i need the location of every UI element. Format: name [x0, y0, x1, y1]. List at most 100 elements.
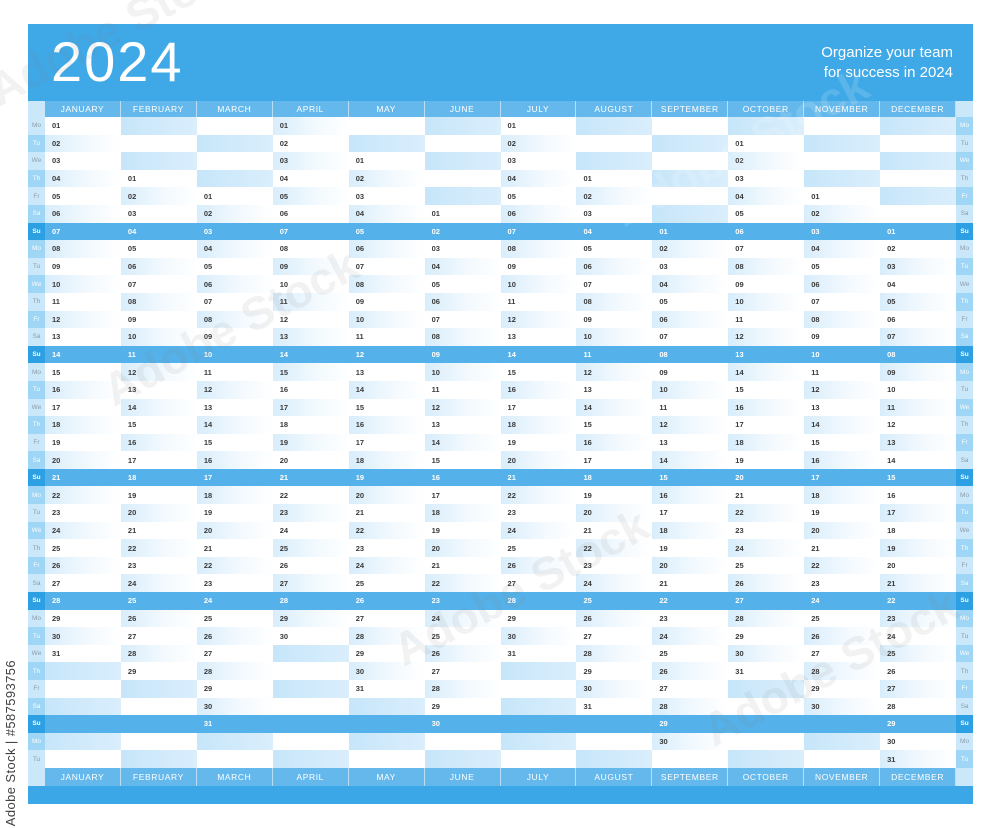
empty-cell	[804, 750, 881, 768]
day-cell: 26	[120, 609, 197, 628]
weekday-label: Sa	[28, 451, 45, 469]
weekday-label: Th	[28, 292, 45, 311]
empty-cell	[652, 204, 729, 223]
day-cell: 12	[45, 310, 121, 329]
day-cell: 26	[196, 627, 273, 645]
day-cell: 30	[652, 732, 729, 751]
day-cell: 01	[348, 152, 425, 170]
empty-cell	[804, 732, 881, 751]
calendar-row: We 03 03 01 03 02 We	[28, 152, 974, 170]
empty-cell	[880, 134, 957, 153]
day-cell: 13	[804, 398, 881, 417]
tagline-line-1: Organize your team	[821, 43, 953, 61]
day-cell: 12	[272, 310, 349, 329]
day-cell: 18	[804, 486, 881, 505]
day-cell: 10	[348, 310, 425, 329]
day-cell: 17	[728, 416, 805, 434]
day-cell: 31	[576, 697, 653, 716]
empty-cell	[272, 644, 349, 663]
weekday-label: Su	[28, 715, 45, 733]
day-cell: 28	[880, 697, 957, 716]
day-cell: 29	[880, 715, 957, 733]
day-cell: 24	[804, 592, 881, 610]
day-cell: 09	[576, 310, 653, 329]
day-cell: 10	[424, 363, 501, 381]
weekday-label: We	[28, 644, 45, 663]
day-cell: 14	[880, 451, 957, 469]
day-cell: 15	[804, 433, 881, 452]
day-cell: 30	[45, 627, 121, 645]
weekday-label: Th	[28, 662, 45, 680]
month-label: JUNE	[424, 101, 501, 117]
calendar-row: Th 04 01 04 02 04 01 03 Th	[28, 169, 974, 188]
month-label: DECEMBER	[880, 768, 957, 786]
day-cell: 11	[120, 345, 197, 364]
day-cell: 10	[880, 380, 957, 399]
day-cell: 05	[272, 187, 349, 205]
day-cell: 20	[196, 521, 273, 540]
day-cell: 28	[500, 592, 577, 610]
empty-cell	[196, 134, 273, 153]
day-cell: 23	[500, 504, 577, 522]
empty-cell	[500, 715, 577, 733]
day-cell: 30	[196, 697, 273, 716]
weekday-label: Su	[956, 222, 974, 241]
weekday-label: Fr	[28, 680, 45, 698]
day-cell: 27	[272, 574, 349, 593]
calendar-row: Sa 13 10 09 13 11 08 13 10 07 12 09 07 Sa	[28, 328, 974, 346]
day-cell: 15	[576, 416, 653, 434]
day-cell: 20	[500, 451, 577, 469]
day-cell: 16	[196, 451, 273, 469]
day-cell: 28	[272, 592, 349, 610]
day-cell: 16	[728, 398, 805, 417]
calendar-row: Tu 02 02 02 01 Tu	[28, 134, 974, 153]
weekday-label: Fr	[956, 310, 974, 329]
weekday-label: Fr	[956, 680, 974, 698]
weekday-label: Fr	[28, 187, 45, 205]
day-cell: 18	[500, 416, 577, 434]
day-cell: 16	[120, 433, 197, 452]
day-cell: 03	[348, 187, 425, 205]
day-cell: 17	[804, 468, 881, 487]
weekday-label: Sa	[956, 328, 974, 346]
day-cell: 08	[424, 328, 501, 346]
day-cell: 08	[652, 345, 729, 364]
month-label: APRIL	[272, 101, 349, 117]
day-cell: 13	[120, 380, 197, 399]
empty-cell	[880, 204, 957, 223]
day-cell: 12	[120, 363, 197, 381]
day-cell: 23	[652, 609, 729, 628]
day-cell: 07	[45, 222, 121, 241]
day-cell: 20	[45, 451, 121, 469]
day-cell: 09	[45, 257, 121, 276]
month-label: MAY	[348, 768, 425, 786]
day-cell: 29	[424, 697, 501, 716]
day-cell: 19	[348, 468, 425, 487]
weekday-label: Fr	[956, 556, 974, 575]
day-cell: 19	[880, 539, 957, 557]
day-cell: 22	[576, 539, 653, 557]
day-cell: 15	[728, 380, 805, 399]
weekday-label: Tu	[956, 257, 974, 276]
empty-cell	[348, 697, 425, 716]
day-cell: 10	[652, 380, 729, 399]
day-cell: 18	[880, 521, 957, 540]
day-cell: 30	[348, 662, 425, 680]
day-cell: 13	[500, 328, 577, 346]
day-cell: 10	[120, 328, 197, 346]
day-cell: 25	[500, 539, 577, 557]
day-cell: 07	[196, 292, 273, 311]
day-cell: 08	[576, 292, 653, 311]
empty-cell	[500, 680, 577, 698]
day-cell: 17	[45, 398, 121, 417]
day-cell: 10	[196, 345, 273, 364]
footer-band	[28, 786, 973, 804]
day-cell: 22	[424, 574, 501, 593]
day-cell: 27	[196, 644, 273, 663]
empty-cell	[500, 732, 577, 751]
empty-cell	[880, 117, 957, 135]
day-cell: 18	[348, 451, 425, 469]
day-cell: 04	[120, 222, 197, 241]
weekday-label: We	[956, 398, 974, 417]
day-cell: 27	[120, 627, 197, 645]
